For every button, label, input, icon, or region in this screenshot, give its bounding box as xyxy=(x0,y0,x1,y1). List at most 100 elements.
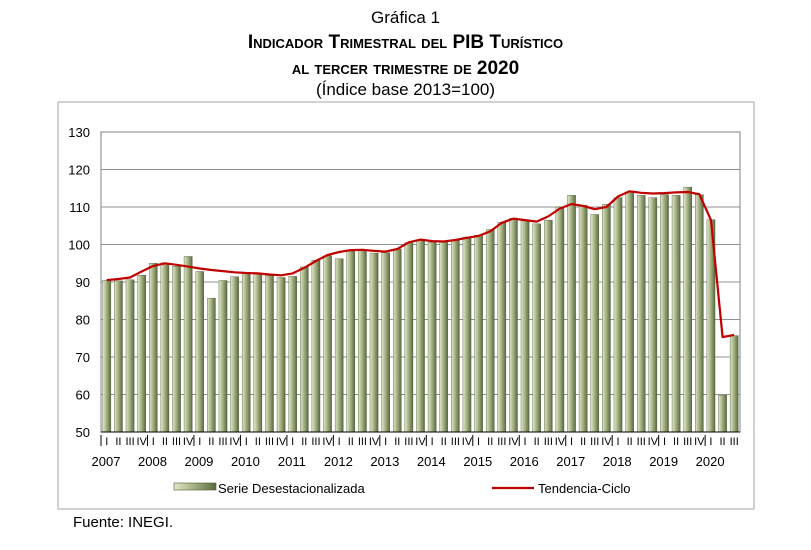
bar xyxy=(729,335,739,433)
chart-title-line-1: Indicador Trimestral del PIB Turístico xyxy=(247,32,564,53)
bar xyxy=(660,194,669,433)
y-tick-label: 60 xyxy=(76,388,90,403)
quarter-tick-label: III xyxy=(358,436,367,448)
legend-swatch-bars xyxy=(173,482,217,491)
quarter-tick-label: II xyxy=(627,436,633,448)
bar xyxy=(241,272,251,433)
quarter-tick-label: IV xyxy=(462,436,473,448)
bar xyxy=(462,236,472,433)
bar xyxy=(253,273,263,433)
year-label: 2012 xyxy=(324,454,353,469)
quarter-tick-label: II xyxy=(348,436,354,448)
bar xyxy=(381,252,390,433)
bar xyxy=(636,195,646,433)
bar xyxy=(485,229,495,433)
bar xyxy=(195,271,205,433)
legend-label-bars: Serie Desestacionalizada xyxy=(218,481,365,496)
bar xyxy=(369,252,379,433)
quarter-tick-label: IV xyxy=(229,436,240,448)
bar xyxy=(102,279,112,433)
quarter-tick-label: I xyxy=(338,436,341,448)
quarter-tick-label: III xyxy=(218,436,227,448)
year-label: 2017 xyxy=(556,454,585,469)
bar xyxy=(509,218,518,433)
bar xyxy=(358,250,367,433)
quarter-tick-label: II xyxy=(720,436,726,448)
quarter-tick-label: III xyxy=(544,436,553,448)
quarter-tick-label: IV xyxy=(555,436,566,448)
legend-label-line: Tendencia-Ciclo xyxy=(538,481,631,496)
quarter-tick-label: I xyxy=(570,436,573,448)
quarter-tick-label: IV xyxy=(136,436,147,448)
bar xyxy=(300,266,309,433)
quarter-tick-label: II xyxy=(673,436,679,448)
quarter-tick-label: III xyxy=(265,436,274,448)
bar xyxy=(160,262,170,433)
quarter-tick-label: I xyxy=(477,436,480,448)
y-tick-label: 70 xyxy=(76,350,90,365)
bar xyxy=(230,276,239,433)
bar xyxy=(718,395,727,433)
quarter-tick-label: I xyxy=(105,436,108,448)
bar xyxy=(334,258,344,433)
bar xyxy=(532,223,541,433)
bar xyxy=(497,222,507,433)
quarter-tick-label: III xyxy=(497,436,506,448)
quarter-tick-label: II xyxy=(580,436,586,448)
bar xyxy=(451,240,460,433)
quarter-tick-label: III xyxy=(125,436,134,448)
bar xyxy=(625,191,634,433)
quarter-tick-label: I xyxy=(152,436,155,448)
quarter-tick-label: III xyxy=(590,436,599,448)
bar xyxy=(648,197,658,433)
y-tick-label: 120 xyxy=(68,163,90,178)
y-tick-label: 100 xyxy=(68,238,90,253)
quarter-tick-label: II xyxy=(394,436,400,448)
quarter-tick-label: IV xyxy=(183,436,194,448)
bar xyxy=(207,297,216,433)
quarter-tick-label: I xyxy=(431,436,434,448)
bar xyxy=(427,242,437,433)
year-label: 2009 xyxy=(184,454,213,469)
bar xyxy=(567,195,576,433)
quarter-tick-label: III xyxy=(404,436,413,448)
quarter-tick-label: III xyxy=(683,436,692,448)
bar xyxy=(276,277,286,433)
chart-label: Gráfica 1 xyxy=(371,8,440,27)
bar xyxy=(590,214,600,433)
year-label: 2010 xyxy=(231,454,260,469)
bar xyxy=(683,186,692,433)
bar xyxy=(613,197,623,433)
bar xyxy=(288,276,297,433)
year-label: 2014 xyxy=(417,454,446,469)
bar xyxy=(695,194,704,433)
quarter-tick-label: I xyxy=(198,436,201,448)
year-label: 2011 xyxy=(278,454,306,469)
quarter-tick-label: II xyxy=(255,436,261,448)
bar xyxy=(311,260,321,433)
source-note: Fuente: INEGI. xyxy=(73,514,174,531)
quarter-tick-label: I xyxy=(663,436,666,448)
bar xyxy=(114,280,123,433)
trend-line xyxy=(106,190,735,339)
quarter-tick-label: III xyxy=(730,436,739,448)
quarter-tick-label: III xyxy=(451,436,460,448)
year-label: 2020 xyxy=(696,454,725,469)
bar xyxy=(183,256,193,433)
chart-subtitle: (Índice base 2013=100) xyxy=(315,80,496,99)
quarter-tick-label: III xyxy=(637,436,646,448)
bar xyxy=(125,279,135,433)
quarter-tick-label: IV xyxy=(601,436,612,448)
quarter-tick-label: IV xyxy=(694,436,705,448)
quarter-tick-label: IV xyxy=(648,436,659,448)
year-label: 2019 xyxy=(649,454,678,469)
bar xyxy=(439,241,449,433)
year-label: 2007 xyxy=(92,454,121,469)
quarter-tick-label: II xyxy=(162,436,168,448)
quarter-tick-label: IV xyxy=(415,436,426,448)
quarter-tick-label: II xyxy=(534,436,540,448)
quarter-tick-label: I xyxy=(616,436,619,448)
quarter-tick-label: IV xyxy=(508,436,519,448)
y-tick-label: 80 xyxy=(76,313,90,328)
